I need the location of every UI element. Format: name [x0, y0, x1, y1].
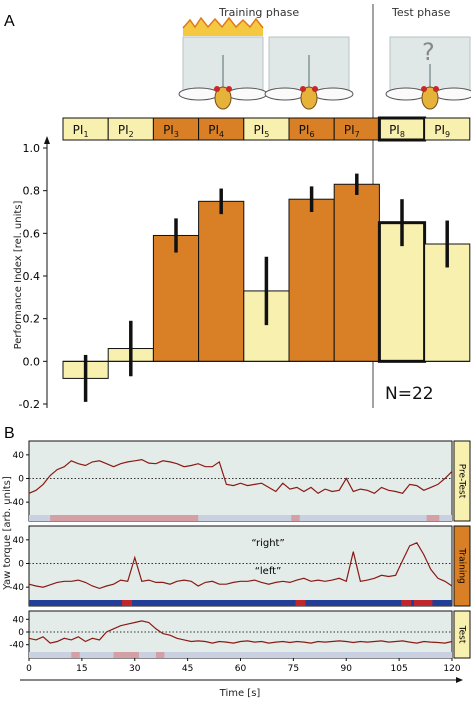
trace-panel-bg: [28, 440, 453, 522]
n-label: N=22: [385, 384, 434, 404]
heat-icon: [182, 16, 264, 36]
trace-y-tick-label: 40: [13, 536, 25, 546]
category-label-2: PI2: [118, 123, 134, 139]
bar-7: [333, 183, 380, 362]
trace-y-tick-label: -40: [9, 641, 24, 651]
trace-x-tick-label: 120: [443, 664, 460, 674]
stimulus-strip-mark: [291, 515, 300, 521]
stimulus-strip-mark: [401, 600, 412, 606]
time-arrow-head: [456, 677, 463, 683]
trace-panel-bg: [28, 610, 453, 659]
trace-x-tick-label: 75: [288, 664, 299, 674]
sim-illustration-2: [264, 36, 354, 110]
bar-y-tick-label: 0.8: [23, 185, 41, 198]
test-phase-label: Test phase: [391, 6, 451, 19]
stimulus-strip-mark: [155, 652, 165, 658]
stimulus-strip-mark: [413, 600, 424, 606]
bar-y-tick-label: 0.6: [23, 227, 41, 240]
trace-panel-training: 40 0 -40 Training “right” “left”: [9, 525, 471, 607]
stimulus-strip-mark: [426, 515, 440, 521]
bar-3: [152, 234, 200, 362]
stimulus-strip: [29, 515, 452, 521]
trace-side-label: Training: [457, 547, 467, 584]
bar-y-axis-label: Performance Index [rel. units]: [13, 200, 24, 349]
bar-y-tick-label: 1.0: [23, 142, 41, 155]
left-annotation: “left”: [255, 566, 282, 577]
trace-x-tick-label: 30: [129, 664, 141, 674]
panel-a-letter: A: [4, 13, 15, 30]
trace-y-tick-label: -40: [9, 498, 24, 508]
category-label-6: PI6: [299, 123, 315, 139]
trace-y-tick-label: 0: [18, 628, 24, 638]
trace-panel-pre-test: 40 0 -40 Pre-Test: [9, 440, 471, 522]
bar-y-tick-label: 0.2: [23, 313, 41, 326]
trace-y-tick-label: 0: [18, 475, 24, 485]
trace-x-tick-label: 45: [182, 664, 193, 674]
fly-icon-1: [178, 55, 268, 110]
right-annotation: “right”: [251, 538, 284, 549]
category-label-8: PI8: [389, 123, 405, 139]
category-label-5: PI5: [253, 123, 269, 139]
panel-b-letter: B: [4, 425, 15, 442]
sim-illustration-3: ?: [385, 36, 471, 110]
category-label-9: PI9: [434, 123, 450, 139]
bar-y-axis: -0.2 0.0 0.2 0.4 0.6 0.8 1.0: [19, 136, 50, 411]
bar-4: [198, 200, 245, 362]
torque-trace: [28, 458, 453, 495]
trace-side-label: Pre-Test: [457, 464, 467, 499]
category-boxes: PI1 PI2 PI3 PI4 PI5 PI6 PI7 PI8 PI9: [62, 116, 471, 142]
stimulus-strip: [29, 652, 452, 658]
trace-y-axis-label: Yaw torque [arb. units]: [2, 476, 13, 591]
fly-icon-2: [264, 55, 354, 110]
trace-side-box: [453, 525, 471, 607]
trace-x-tick-label: 60: [235, 664, 247, 674]
stimulus-strip-mark: [295, 600, 306, 606]
category-label-3: PI3: [163, 123, 179, 139]
trace-side-box: [453, 610, 471, 659]
bar-y-tick-label: -0.2: [19, 398, 40, 411]
stimulus-strip-mark: [422, 600, 433, 606]
trace-side-label: Test: [457, 625, 467, 644]
trace-panels: 40 0 -40 Pre-Test 40 0 -40 Training “right” “left…: [9, 440, 471, 659]
trace-x-axis-label: Time [s]: [219, 688, 261, 699]
sim-illustration-1: [178, 16, 268, 110]
trace-x-tick-label: 15: [76, 664, 87, 674]
bar-series: [62, 173, 471, 402]
stimulus-strip-mark: [113, 652, 139, 658]
torque-trace: [28, 620, 453, 644]
stimulus-strip-mark: [122, 600, 133, 606]
trace-x-tick-label: 90: [341, 664, 353, 674]
training-phase-label: Training phase: [218, 6, 299, 19]
trace-x-tick-label: 105: [391, 664, 408, 674]
trace-y-tick-label: 40: [13, 451, 25, 461]
category-label-4: PI4: [208, 123, 224, 139]
trace-y-tick-label: -40: [9, 583, 24, 593]
stimulus-strip-mark: [50, 515, 199, 521]
stimulus-strip: [29, 600, 452, 606]
trace-x-tick-label: 0: [26, 664, 32, 674]
category-box-9: [424, 117, 471, 141]
trace-y-tick-label: 0: [18, 560, 24, 570]
category-label-1: PI1: [73, 123, 89, 139]
torque-trace: [28, 542, 453, 590]
trace-y-tick-label: 40: [13, 615, 25, 625]
trace-panel-bg: [28, 525, 453, 607]
trace-panel-test: 40 0 -40 Test: [9, 610, 471, 659]
fly-icon-3: [385, 64, 471, 110]
category-label-7: PI7: [344, 123, 360, 139]
question-mark: ?: [422, 38, 435, 66]
bar-y-axis-arrow: [44, 136, 50, 144]
bar-y-tick-label: 0.0: [23, 355, 41, 368]
bar-6: [288, 198, 335, 362]
stimulus-strip-mark: [71, 652, 80, 658]
trace-side-box: [453, 440, 471, 522]
trace-x-axis: 0 15 30 45 60 75 90 105 120: [20, 658, 463, 683]
bar-y-tick-label: 0.4: [23, 270, 41, 283]
